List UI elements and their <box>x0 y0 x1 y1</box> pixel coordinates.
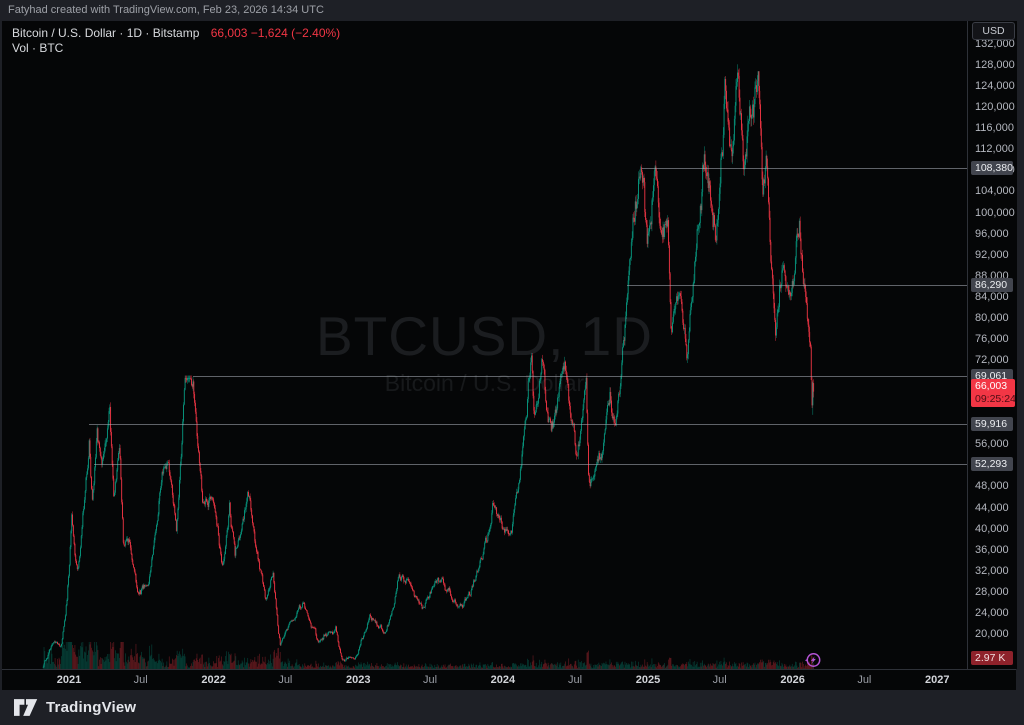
price-tick-label: 100,000 <box>975 207 1015 219</box>
price-tick-label: 120,000 <box>975 101 1015 113</box>
price-tick-label: 28,000 <box>975 586 1009 598</box>
price-ray[interactable] <box>642 168 967 169</box>
time-tick-month: Jul <box>712 674 727 686</box>
price-tick-label: 112,000 <box>975 143 1014 155</box>
price-tick-label: 132,000 <box>975 38 1015 50</box>
price-tick-label: 36,000 <box>975 544 1009 556</box>
time-tick-year: 2024 <box>490 674 516 686</box>
attribution-text: Fatyhad created with TradingView.com, Fe… <box>8 4 324 16</box>
footer-bar: TradingView <box>0 690 1024 725</box>
price-tick-label: 48,000 <box>975 480 1009 492</box>
time-tick-month: Jul <box>568 674 583 686</box>
tradingview-logo-icon <box>14 699 38 716</box>
time-tick-year: 2021 <box>56 674 82 686</box>
time-tick-month: Jul <box>422 674 438 686</box>
price-tick-label: 128,000 <box>975 59 1015 71</box>
time-tick-year: 2027 <box>925 674 950 686</box>
price-tick-label: 116,000 <box>975 122 1014 134</box>
volume-badge: 2.97 K <box>971 651 1013 665</box>
legend-volume-text: Vol · BTC <box>12 41 64 55</box>
refresh-bolt-icon[interactable] <box>804 651 822 669</box>
current-price-badge: 66,003 09:25:24 <box>971 379 1016 407</box>
price-tick-label: 20,000 <box>975 628 1009 640</box>
price-tick-label: 76,000 <box>975 333 1009 345</box>
time-tick-year: 2025 <box>635 674 661 686</box>
price-tick-label: 24,000 <box>975 607 1009 619</box>
price-tick-label: 84,000 <box>975 291 1009 303</box>
price-tick-label: 72,000 <box>975 354 1009 366</box>
price-level-badge: 108,380 <box>971 161 1013 175</box>
price-level-badge: 59,916 <box>971 417 1013 431</box>
price-tick-label: 32,000 <box>975 565 1009 577</box>
candlestick-chart[interactable] <box>2 21 967 669</box>
legend-price-change: 66,003 −1,624 (−2.40%) <box>210 26 341 40</box>
time-tick-month: Jul <box>133 674 148 686</box>
price-tick-label: 56,000 <box>975 438 1009 450</box>
chart-legend: Bitcoin / U.S. Dollar · 1D · Bitstamp 66… <box>12 26 340 56</box>
price-axis[interactable]: USD 108,380 86,290 69,061 59,916 52,293 132,0… <box>967 21 1017 669</box>
price-tick-label: 96,000 <box>975 228 1009 240</box>
price-tick-label: 44,000 <box>975 502 1009 514</box>
time-tick-year: 2022 <box>201 674 226 686</box>
time-axis[interactable]: 2021 Jul 2022 Jul 2023 Jul 2024 Jul 2025 Jul 2026 J… <box>2 669 1016 691</box>
price-ray[interactable] <box>193 376 967 377</box>
attribution-bar: Fatyhad created with TradingView.com, Fe… <box>0 0 1024 21</box>
time-tick-month: Jul <box>857 674 872 686</box>
legend-symbol-row[interactable]: Bitcoin / U.S. Dollar · 1D · Bitstamp 66… <box>12 26 340 41</box>
tradingview-wordmark: TradingView <box>46 699 137 716</box>
legend-symbol-text: Bitcoin / U.S. Dollar · 1D · Bitstamp <box>12 26 200 40</box>
time-tick-month: Jul <box>278 674 293 686</box>
price-ray[interactable] <box>93 464 967 465</box>
tradingview-logo[interactable]: TradingView <box>14 698 136 717</box>
legend-volume-row[interactable]: Vol · BTC <box>12 41 340 56</box>
currency-button[interactable]: USD <box>972 22 1015 40</box>
current-price-value: 66,003 <box>975 380 1008 392</box>
price-tick-label: 124,000 <box>975 80 1015 92</box>
bar-countdown: 09:25:24 <box>975 393 1016 405</box>
time-tick-year: 2026 <box>780 674 805 686</box>
price-tick-label: 92,000 <box>975 249 1009 261</box>
price-level-badge: 86,290 <box>971 278 1013 292</box>
price-ray[interactable] <box>88 424 967 425</box>
price-tick-label: 40,000 <box>975 523 1009 535</box>
price-ray[interactable] <box>627 285 967 286</box>
price-level-badge: 52,293 <box>971 457 1013 471</box>
time-tick-year: 2023 <box>346 674 371 686</box>
price-tick-label: 104,000 <box>975 185 1015 197</box>
price-tick-label: 80,000 <box>975 312 1009 324</box>
